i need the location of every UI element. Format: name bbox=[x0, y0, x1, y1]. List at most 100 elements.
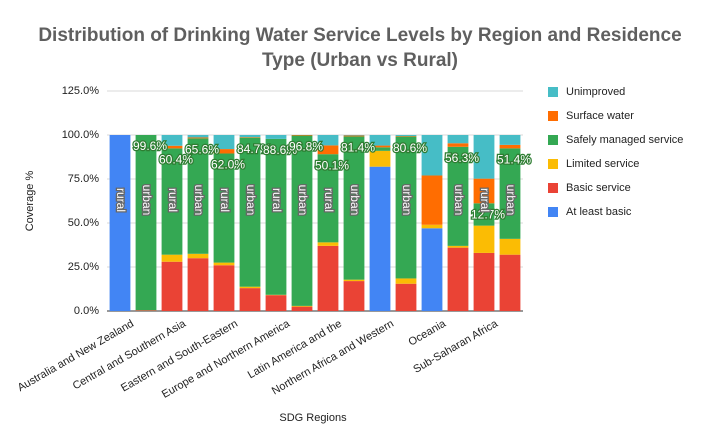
residence-label: rural bbox=[166, 188, 180, 212]
chart-title: Type (Urban vs Rural) bbox=[262, 50, 458, 71]
chart-title: Distribution of Drinking Water Service L… bbox=[38, 25, 681, 46]
bar-segment bbox=[499, 238, 521, 255]
bar-segment bbox=[291, 305, 313, 307]
legend-label: At least basic bbox=[566, 206, 632, 218]
residence-label: urban bbox=[140, 185, 154, 216]
residence-label: urban bbox=[192, 185, 206, 216]
bar-segment bbox=[317, 135, 339, 146]
data-label: 80.6% bbox=[393, 141, 427, 155]
bar-segment bbox=[265, 138, 287, 295]
y-tick-label: 50.0% bbox=[68, 217, 99, 229]
bar-segment bbox=[187, 138, 209, 254]
data-label: 84.7% bbox=[237, 142, 271, 156]
bar-segment bbox=[161, 254, 183, 262]
bar-segment bbox=[317, 154, 339, 243]
data-label: 81.4% bbox=[341, 141, 375, 155]
legend-label: Surface water bbox=[566, 110, 634, 122]
bar-segment bbox=[317, 145, 339, 155]
bar-segment bbox=[369, 145, 391, 148]
bar-segment bbox=[343, 136, 365, 280]
residence-label: rural bbox=[322, 188, 336, 212]
data-label: 51.4% bbox=[497, 153, 531, 167]
bar-segment bbox=[265, 135, 287, 139]
bar-segment bbox=[135, 135, 157, 311]
legend-swatch bbox=[548, 135, 558, 145]
bar-segment bbox=[447, 143, 469, 147]
bar-segment bbox=[291, 306, 313, 311]
bar-segment bbox=[421, 135, 443, 176]
bar-segment bbox=[265, 295, 287, 311]
bar-segment bbox=[213, 153, 235, 263]
residence-label: urban bbox=[244, 185, 258, 216]
x-axis-label: SDG Regions bbox=[279, 412, 347, 424]
legend-label: Safely managed service bbox=[566, 134, 683, 146]
bar-segment bbox=[161, 135, 183, 146]
data-label: 50.1% bbox=[315, 158, 349, 172]
x-tick-label: Sub-Saharan Africa bbox=[411, 317, 500, 376]
residence-label: rural bbox=[478, 188, 492, 212]
bar-segment bbox=[395, 283, 417, 311]
bar-segment bbox=[239, 288, 261, 311]
bar-segment bbox=[239, 135, 261, 138]
legend-swatch bbox=[548, 207, 558, 217]
bar-segment bbox=[499, 144, 521, 149]
bar-segment bbox=[421, 228, 443, 311]
bar-segment bbox=[213, 265, 235, 311]
y-tick-label: 125.0% bbox=[62, 85, 100, 97]
bar-segment bbox=[395, 278, 417, 284]
residence-label: urban bbox=[400, 185, 414, 216]
bar-segment bbox=[109, 135, 131, 311]
data-label: 65.6% bbox=[185, 143, 219, 157]
bar-segment bbox=[291, 135, 313, 306]
legend-label: Limited service bbox=[566, 158, 639, 170]
bar-segment bbox=[447, 146, 469, 246]
bar-segment bbox=[239, 137, 261, 138]
bar-segment bbox=[499, 135, 521, 145]
bar-segment bbox=[369, 147, 391, 151]
bar-segment bbox=[369, 150, 391, 167]
bar-segment bbox=[343, 281, 365, 311]
bar-segment bbox=[343, 135, 365, 137]
bar-segment bbox=[447, 247, 469, 311]
bar-segment bbox=[213, 262, 235, 266]
bar-segment bbox=[161, 145, 183, 149]
bar-segment bbox=[187, 253, 209, 259]
data-label: 12.7% bbox=[471, 207, 505, 221]
bar-segment bbox=[499, 254, 521, 311]
bar-segment bbox=[135, 310, 157, 311]
bar-segment bbox=[473, 178, 495, 204]
data-label: 60.4% bbox=[159, 153, 193, 167]
bar-segment bbox=[447, 245, 469, 248]
bar-segment bbox=[395, 135, 417, 137]
bar-segment bbox=[187, 137, 209, 139]
bar-segment bbox=[369, 166, 391, 311]
legend-swatch bbox=[548, 111, 558, 121]
bar-segment bbox=[213, 149, 235, 154]
y-tick-label: 25.0% bbox=[68, 261, 99, 273]
legend-swatch bbox=[548, 159, 558, 169]
bar-segment bbox=[187, 258, 209, 311]
bar-segment bbox=[161, 261, 183, 311]
bar-segment bbox=[213, 135, 235, 150]
bar-segment bbox=[473, 252, 495, 311]
y-tick-label: 75.0% bbox=[68, 173, 99, 185]
bar-segment bbox=[291, 135, 313, 136]
bar-segment bbox=[395, 136, 417, 137]
bar-segment bbox=[161, 148, 183, 255]
legend-swatch bbox=[548, 87, 558, 97]
residence-label: urban bbox=[348, 185, 362, 216]
residence-label: rural bbox=[114, 188, 128, 212]
bar-segment bbox=[317, 245, 339, 311]
bar-segment bbox=[447, 135, 469, 144]
bar-segment bbox=[421, 224, 443, 229]
legend-swatch bbox=[548, 183, 558, 193]
y-tick-label: 0.0% bbox=[74, 305, 99, 317]
data-label: 99.6% bbox=[133, 139, 167, 153]
residence-label: urban bbox=[296, 185, 310, 216]
y-tick-label: 100.0% bbox=[62, 129, 100, 141]
residence-label: rural bbox=[270, 188, 284, 212]
data-label: 56.3% bbox=[445, 151, 479, 165]
bar-segment bbox=[343, 279, 365, 282]
bar-segment bbox=[473, 225, 495, 253]
